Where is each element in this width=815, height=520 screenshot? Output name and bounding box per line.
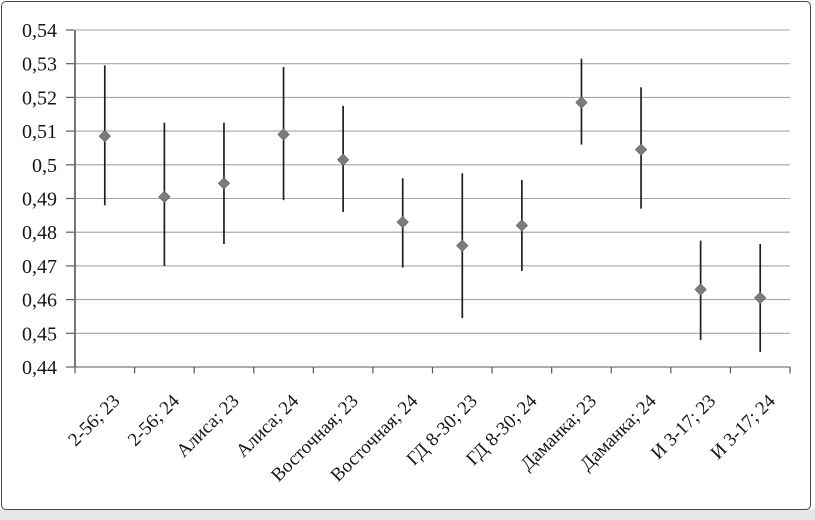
chart-frame	[1, 1, 811, 510]
data-point-marker	[456, 239, 469, 252]
y-tick-label: 0,5	[32, 155, 57, 177]
data-point-marker	[515, 219, 529, 232]
x-category-label: 2-56; 24	[124, 390, 184, 450]
data-point-marker	[634, 143, 648, 156]
y-tick-label: 0,49	[22, 189, 57, 211]
data-point-marker	[754, 291, 767, 305]
data-point-marker	[98, 129, 111, 143]
y-tick-label: 0,45	[22, 323, 57, 345]
data-point-marker	[694, 283, 707, 296]
data-point-marker	[396, 215, 409, 229]
y-tick-label: 0,51	[22, 121, 57, 143]
y-tick-label: 0,54	[22, 20, 57, 42]
y-tick-label: 0,44	[22, 357, 57, 379]
y-tick-label: 0,52	[22, 87, 57, 109]
y-tick-label: 0,53	[22, 54, 57, 76]
data-point-marker	[336, 153, 350, 166]
x-category-label: 2-56; 23	[64, 391, 124, 451]
page-edge-strip	[0, 509, 815, 520]
x-category-label: И 3-17; 24	[707, 390, 780, 463]
y-tick-label: 0,48	[22, 222, 57, 244]
data-point-marker	[277, 128, 290, 141]
y-tick-label: 0,46	[22, 290, 57, 312]
data-point-marker	[217, 177, 231, 190]
data-point-marker	[575, 96, 588, 109]
x-category-label: Алиса; 23	[172, 391, 243, 462]
data-point-marker	[158, 190, 171, 203]
y-tick-label: 0,47	[22, 256, 57, 278]
